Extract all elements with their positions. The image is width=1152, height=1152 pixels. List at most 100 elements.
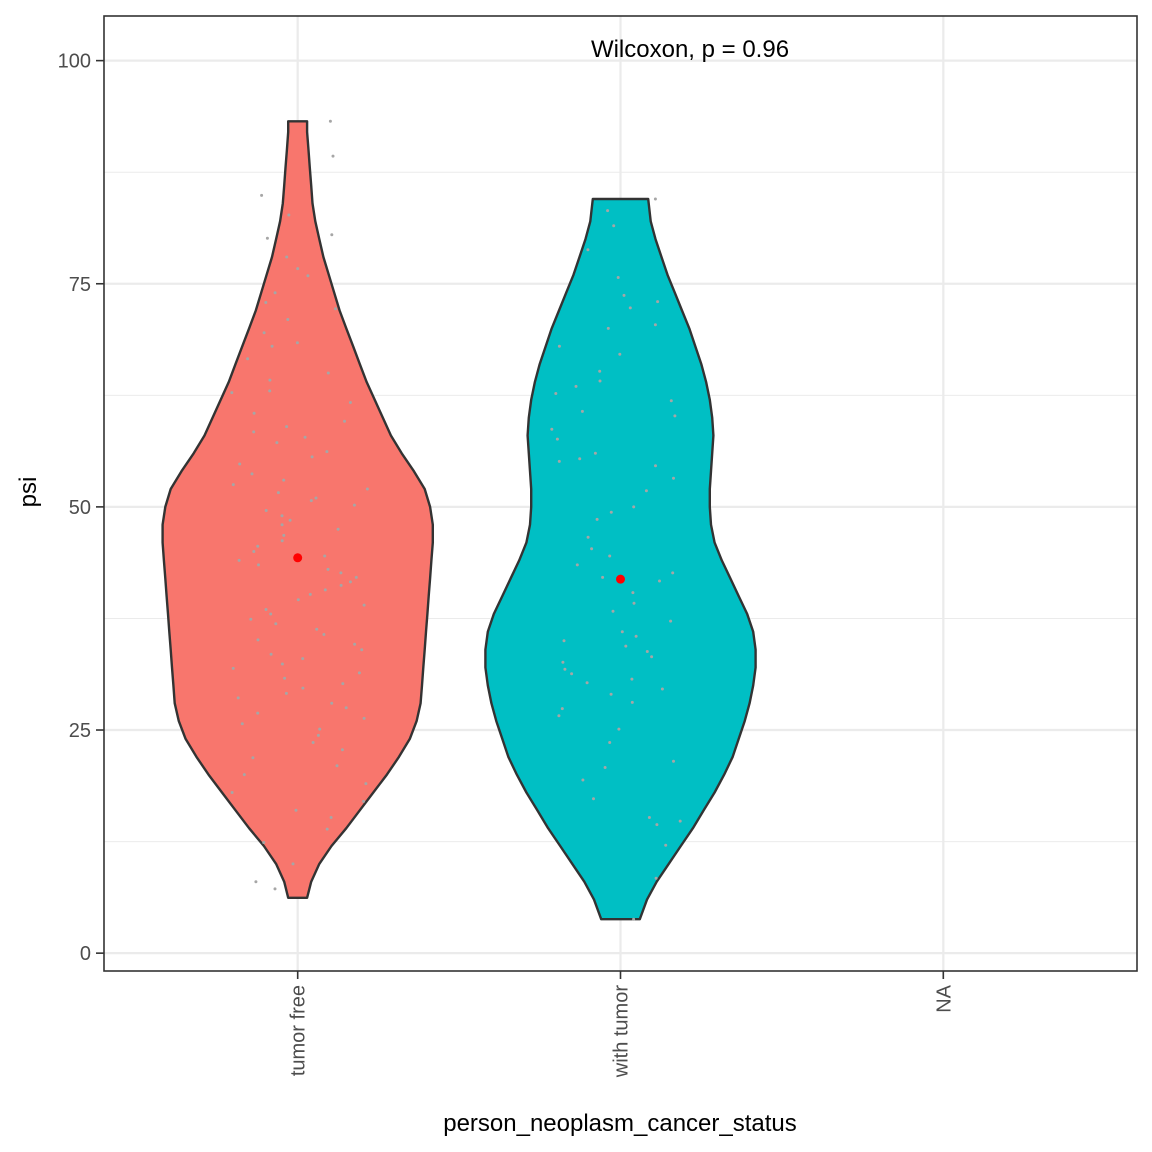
- jitter-point: [282, 478, 286, 482]
- jitter-point: [653, 197, 657, 201]
- jitter-point: [262, 841, 266, 844]
- jitter-point: [557, 714, 561, 718]
- jitter-point: [301, 657, 305, 661]
- jitter-point: [334, 307, 337, 311]
- jitter-point: [672, 759, 675, 763]
- jitter-point: [611, 609, 615, 613]
- jitter-point: [557, 459, 561, 463]
- jitter-point: [260, 193, 264, 197]
- jitter-point: [348, 401, 352, 404]
- jitter-point: [555, 437, 559, 441]
- jitter-point: [650, 655, 654, 659]
- jitter-point: [280, 523, 284, 527]
- wilcoxon-annotation: Wilcoxon, p = 0.96: [591, 36, 789, 63]
- jitter-point: [669, 399, 673, 403]
- jitter-point: [335, 764, 339, 768]
- jitter-point: [612, 224, 616, 228]
- jitter-point: [325, 450, 329, 454]
- jitter-point: [360, 648, 364, 652]
- jitter-point: [287, 213, 291, 217]
- x-axis: tumor free with tumor NA: [288, 971, 955, 1079]
- jitter-point: [654, 876, 658, 880]
- jitter-point: [237, 558, 241, 562]
- jitter-point: [285, 255, 289, 259]
- jitter-point: [630, 700, 634, 704]
- jitter-point: [328, 119, 332, 123]
- jitter-point: [256, 638, 260, 642]
- jitter-point: [595, 517, 599, 521]
- jitter-point: [664, 843, 668, 847]
- jitter-point: [656, 300, 660, 304]
- jitter-point: [242, 773, 246, 777]
- jitter-point: [251, 756, 255, 760]
- mean-point-with-tumor: [616, 574, 625, 584]
- y-tick-label: 75: [69, 274, 91, 296]
- jitter-point: [230, 791, 234, 794]
- jitter-point: [645, 650, 649, 653]
- jitter-point: [632, 601, 636, 605]
- jitter-point: [273, 887, 277, 891]
- jitter-point: [283, 676, 287, 680]
- jitter-point: [323, 554, 327, 558]
- jitter-point: [354, 575, 358, 579]
- jitter-point: [671, 571, 675, 575]
- jitter-point: [632, 917, 636, 921]
- jitter-point: [268, 378, 272, 382]
- jitter-point: [581, 778, 585, 782]
- jitter-point: [256, 544, 260, 548]
- jitter-point: [550, 427, 554, 431]
- jitter-point: [329, 816, 333, 819]
- jitter-point: [562, 639, 566, 643]
- y-tick-label: 100: [58, 51, 91, 73]
- jitter-point: [603, 766, 607, 769]
- x-axis-title: person_neoplasm_cancer_status: [443, 1110, 797, 1137]
- mean-points: [293, 553, 625, 584]
- jitter-point: [254, 880, 258, 884]
- jitter-point: [252, 411, 256, 415]
- jitter-point: [284, 691, 288, 695]
- jitter-point: [618, 352, 622, 356]
- jitter-point: [257, 563, 260, 567]
- jitter-point: [554, 392, 558, 395]
- jitter-points: [230, 119, 682, 921]
- jitter-point: [306, 274, 310, 278]
- jitter-point: [288, 518, 292, 522]
- jitter-point: [574, 384, 578, 388]
- jitter-point: [318, 727, 322, 731]
- jitter-point: [570, 672, 574, 676]
- jitter-point: [291, 862, 295, 866]
- y-axis: 0 25 50 75 100: [58, 51, 104, 965]
- jitter-point: [280, 514, 284, 518]
- jitter-point: [323, 588, 327, 592]
- jitter-point: [308, 592, 312, 596]
- x-tick-label: with tumor: [611, 985, 633, 1079]
- jitter-point: [608, 741, 612, 744]
- jitter-point: [330, 701, 334, 705]
- jitter-point: [285, 425, 289, 429]
- jitter-point: [341, 682, 345, 686]
- jitter-point: [630, 677, 634, 681]
- jitter-point: [580, 409, 584, 413]
- jitter-point: [265, 236, 269, 240]
- jitter-point: [264, 301, 268, 304]
- jitter-point: [326, 371, 330, 375]
- jitter-point: [252, 430, 256, 434]
- jitter-point: [322, 633, 326, 636]
- jitter-point: [268, 389, 272, 393]
- jitter-point: [353, 642, 357, 646]
- jitter-point: [249, 617, 253, 621]
- jitter-point: [230, 391, 234, 395]
- jitter-point: [660, 687, 664, 691]
- jitter-point: [647, 816, 651, 819]
- jitter-point: [601, 575, 605, 579]
- violins: [161, 120, 757, 921]
- jitter-point: [616, 276, 620, 279]
- jitter-point: [622, 293, 626, 297]
- jitter-point: [262, 331, 266, 335]
- jitter-point: [560, 707, 564, 711]
- jitter-point: [331, 154, 335, 158]
- y-tick-label: 25: [69, 720, 91, 742]
- jitter-point: [256, 711, 260, 715]
- jitter-point: [362, 716, 366, 720]
